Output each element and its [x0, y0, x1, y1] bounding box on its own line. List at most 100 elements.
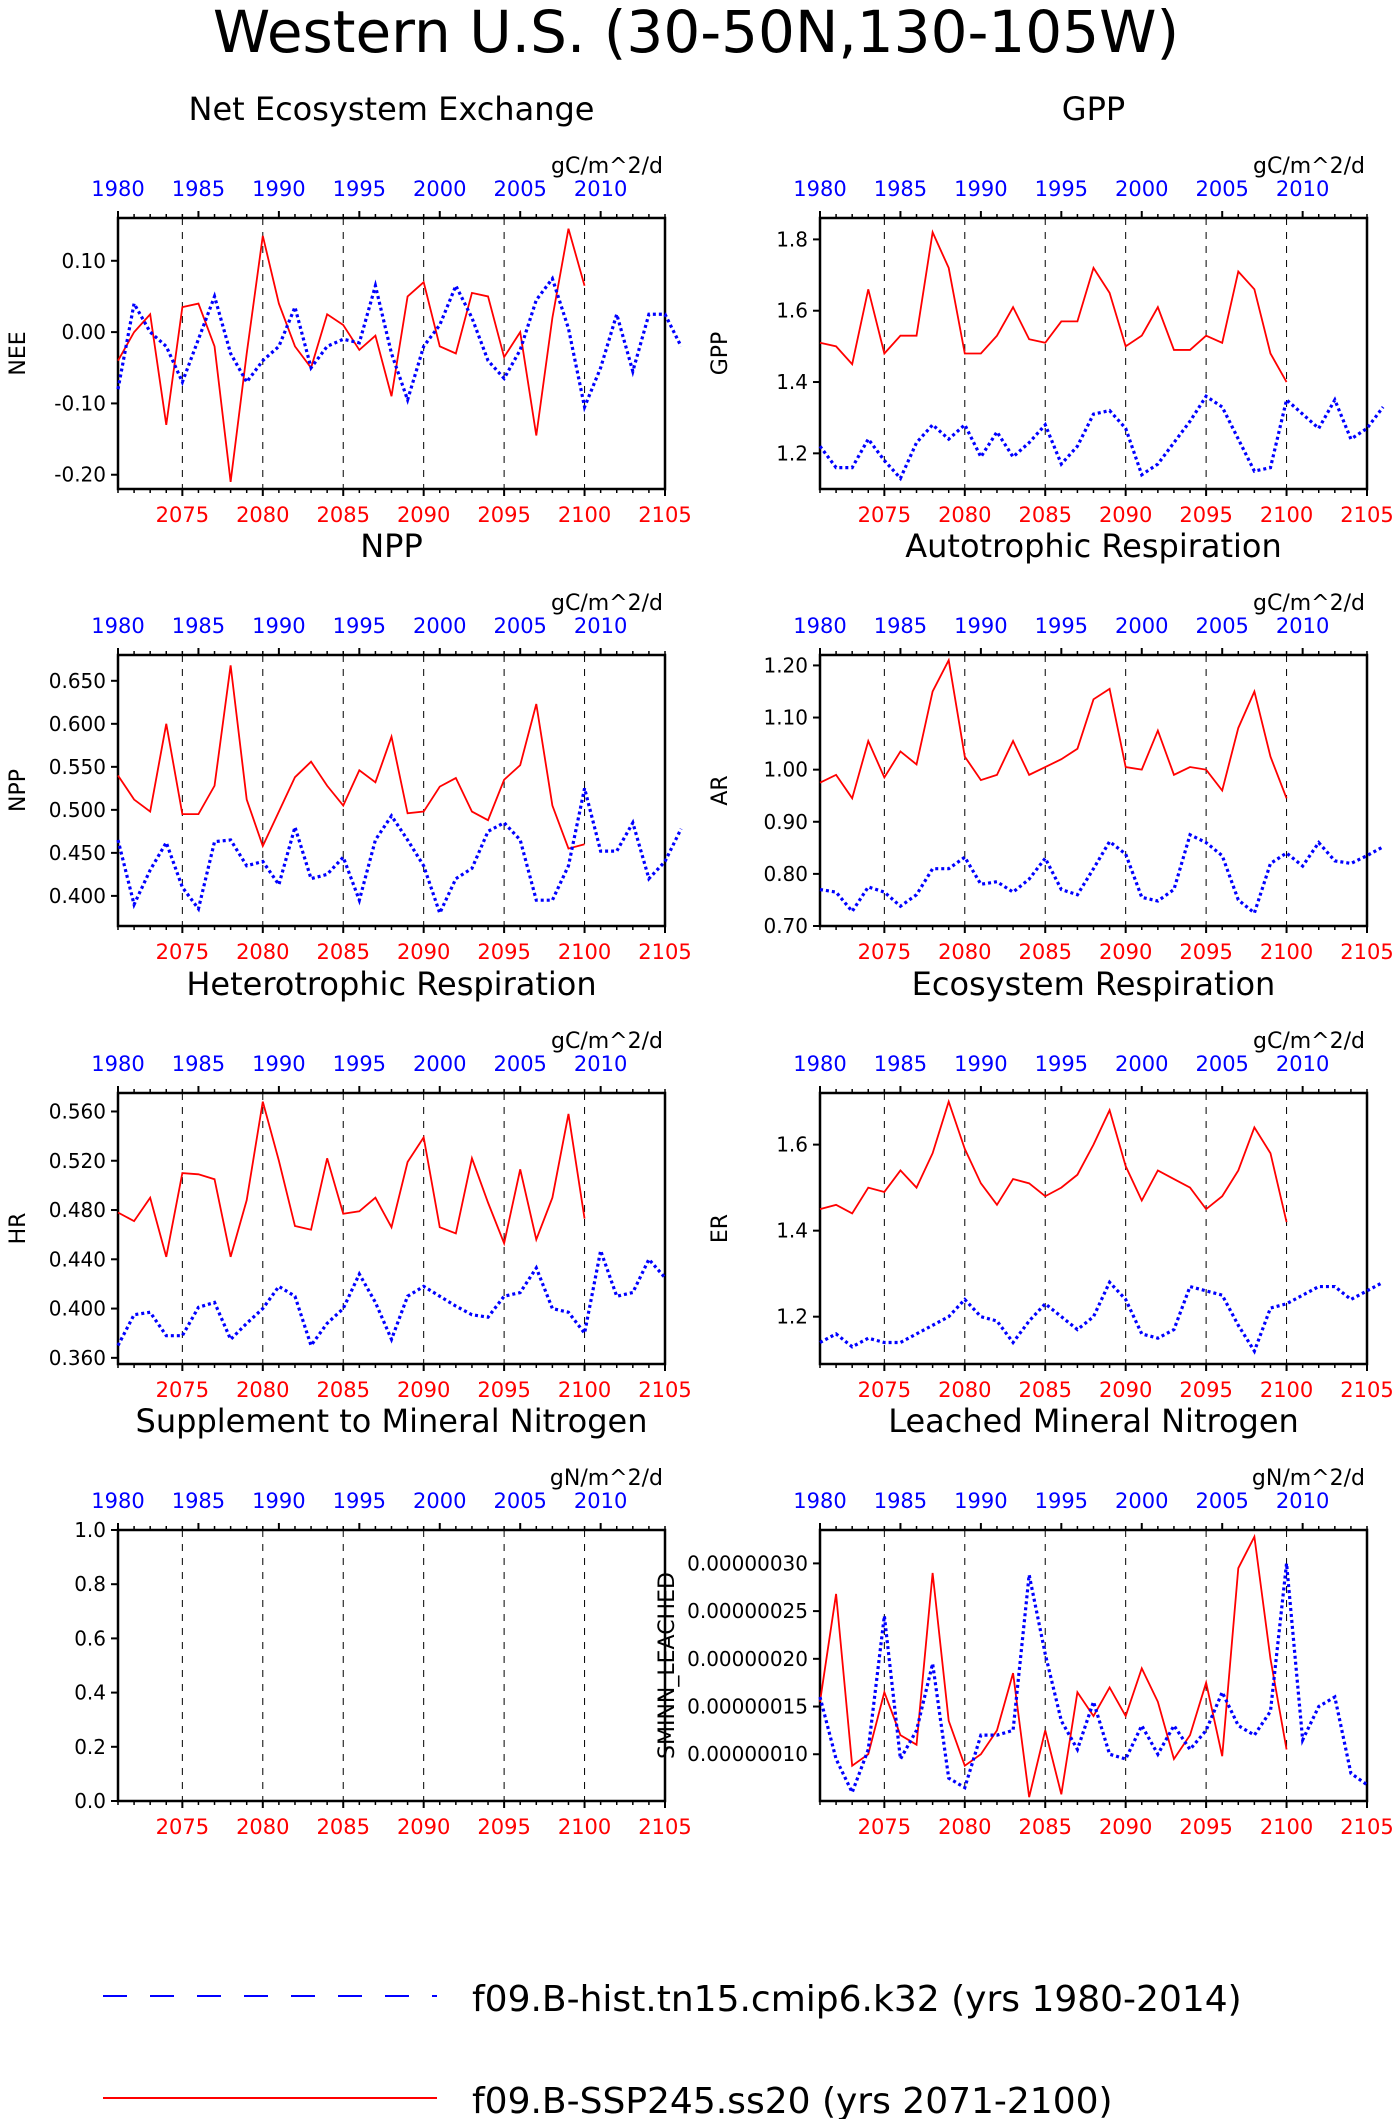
x-tick-label-hist: 2000 [1115, 177, 1168, 201]
x-tick-label-ssp: 2095 [477, 1815, 530, 1839]
x-tick-label-ssp: 2100 [558, 1815, 611, 1839]
x-tick-label-ssp: 2100 [558, 1378, 611, 1402]
x-tick-label-ssp: 2075 [858, 1815, 911, 1839]
y-tick-label: 0.8 [74, 1572, 106, 1596]
x-tick-label-ssp: 2105 [1340, 1378, 1392, 1402]
series-hist-line [819, 832, 1384, 916]
y-tick-label: 1.4 [776, 1219, 808, 1243]
x-tick-label-hist: 1980 [91, 1052, 144, 1076]
y-tick-label: 0.00000030 [687, 1551, 808, 1575]
plot-frame [116, 216, 667, 491]
series-ssp245-line [819, 657, 1288, 801]
x-tick-label-hist: 1985 [874, 1489, 927, 1513]
legend-hist-label: f09.B-hist.tn15.cmip6.k32 (yrs 1980-2014… [472, 1979, 1242, 2020]
legend-ssp-label: f09.B-SSP245.ss20 (yrs 2071-2100) [472, 2081, 1113, 2119]
y-tick-label: 1.0 [74, 1518, 106, 1542]
x-tick-label-hist: 2010 [1276, 1052, 1329, 1076]
plot-frame [818, 653, 1369, 928]
x-tick-label-ssp: 2090 [397, 940, 450, 964]
panel-title: NPP [360, 527, 423, 565]
y-tick-label: 0.4 [74, 1681, 106, 1705]
x-tick-label-hist: 2005 [493, 614, 546, 638]
units-label: gC/m^2/d [1253, 591, 1365, 616]
y-tick-label: 1.10 [763, 706, 808, 730]
y-tick-label: 0.550 [49, 755, 106, 779]
y-tick-label: 1.2 [776, 441, 808, 465]
x-tick-label-ssp: 2105 [638, 1815, 691, 1839]
x-tick-label-ssp: 2085 [1019, 1378, 1072, 1402]
panel-title: Leached Mineral Nitrogen [888, 1402, 1299, 1440]
x-tick-label-ssp: 2080 [236, 1378, 289, 1402]
x-tick-label-hist: 2010 [574, 614, 627, 638]
series-ssp245-line [117, 665, 585, 850]
x-tick-label-hist: 1990 [252, 177, 305, 201]
y-tick-label: 0.400 [49, 1297, 106, 1321]
x-tick-label-hist: 1995 [333, 1052, 386, 1076]
x-tick-label-hist: 2000 [413, 1489, 466, 1513]
y-tick-label: 0.400 [49, 884, 106, 908]
x-tick-label-ssp: 2100 [558, 940, 611, 964]
x-tick-label-hist: 1995 [1035, 177, 1088, 201]
x-tick-label-hist: 2005 [1195, 177, 1248, 201]
x-tick-label-ssp: 2095 [477, 1378, 530, 1402]
x-tick-label-ssp: 2075 [858, 1378, 911, 1402]
y-tick-label: 0.560 [49, 1099, 106, 1123]
x-tick-label-ssp: 2075 [156, 1815, 209, 1839]
x-tick-label-ssp: 2100 [1260, 503, 1313, 527]
units-label: gN/m^2/d [550, 1466, 663, 1491]
x-tick-label-ssp: 2085 [1019, 1815, 1072, 1839]
x-tick-label-ssp: 2080 [236, 1815, 289, 1839]
x-tick-label-hist: 2010 [1276, 1489, 1329, 1513]
y-tick-label: 0.6 [74, 1626, 106, 1650]
x-tick-label-hist: 1995 [333, 1489, 386, 1513]
y-tick-label: 1.6 [776, 1133, 808, 1157]
y-tick-label: 0.00000015 [687, 1695, 808, 1719]
panel-gpp: GPP gC/m^2/d 2075 2080 2085 2090 2095 2100 2105 1… [708, 90, 1392, 527]
panel-nee: Net Ecosystem Exchange gC/m^2/d 2075 2080 20… [6, 90, 692, 527]
x-tick-label-hist: 2000 [413, 614, 466, 638]
units-label: gC/m^2/d [551, 154, 663, 179]
y-axis-label: HR [6, 1213, 31, 1245]
x-tick-label-hist: 2000 [1115, 614, 1168, 638]
x-tick-label-hist: 1985 [172, 614, 225, 638]
x-tick-label-ssp: 2090 [397, 1378, 450, 1402]
y-tick-label: 1.2 [776, 1305, 808, 1329]
x-tick-label-ssp: 2090 [1099, 940, 1152, 964]
x-tick-label-ssp: 2080 [938, 1378, 991, 1402]
x-tick-label-ssp: 2080 [236, 503, 289, 527]
x-tick-label-hist: 1990 [954, 614, 1007, 638]
y-tick-label: 0.00000010 [687, 1742, 808, 1766]
x-tick-label-ssp: 2080 [938, 940, 991, 964]
y-axis-label: AR [708, 775, 733, 805]
panel-grid: Net Ecosystem Exchange gC/m^2/d 2075 2080 20… [6, 90, 1392, 1839]
x-tick-label-ssp: 2100 [1260, 940, 1313, 964]
series-ssp245-line [819, 229, 1288, 383]
x-tick-label-hist: 1980 [793, 1489, 846, 1513]
panel-title: Net Ecosystem Exchange [189, 90, 595, 128]
x-tick-label-hist: 2005 [1195, 614, 1248, 638]
x-tick-label-hist: 1985 [172, 177, 225, 201]
y-axis-label: NPP [6, 769, 31, 812]
units-label: gC/m^2/d [1253, 154, 1365, 179]
units-label: gC/m^2/d [551, 591, 663, 616]
x-tick-label-ssp: 2095 [477, 940, 530, 964]
x-tick-label-ssp: 2075 [156, 1378, 209, 1402]
series-ssp245-line [117, 228, 586, 482]
y-tick-label: 0.00 [61, 320, 106, 344]
x-tick-label-hist: 2000 [413, 1052, 466, 1076]
y-tick-label: 0.440 [49, 1247, 106, 1271]
x-tick-label-ssp: 2100 [558, 503, 611, 527]
y-tick-label: 0.450 [49, 841, 106, 865]
y-tick-label: 0.2 [74, 1735, 106, 1759]
x-tick-label-hist: 2005 [493, 1052, 546, 1076]
y-tick-label: 1.20 [763, 653, 808, 677]
x-tick-label-hist: 2005 [493, 1489, 546, 1513]
x-tick-label-ssp: 2100 [1260, 1815, 1313, 1839]
panel-title: Supplement to Mineral Nitrogen [136, 1402, 648, 1440]
plot-frame [818, 1091, 1369, 1366]
x-tick-label-ssp: 2090 [397, 1815, 450, 1839]
x-tick-label-ssp: 2095 [477, 503, 530, 527]
plot-frame [116, 1528, 667, 1803]
x-tick-label-hist: 1980 [793, 177, 846, 201]
x-tick-label-ssp: 2090 [1099, 1378, 1152, 1402]
